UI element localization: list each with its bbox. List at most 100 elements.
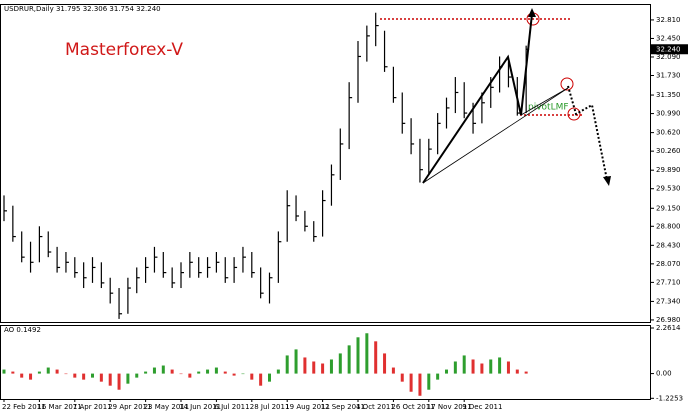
- ao-panel: [0, 325, 651, 400]
- y-tick-label: 32.090: [656, 53, 681, 61]
- y-tick-label: 27.710: [656, 278, 681, 286]
- ao-bar: [276, 369, 280, 374]
- x-tick-label: 12 Sep 2011: [321, 403, 365, 411]
- ao-bar: [374, 341, 378, 374]
- ao-bar: [445, 369, 448, 374]
- x-tick-label: 28 Jul 2011: [250, 403, 290, 411]
- y-tick-label: 26.980: [656, 316, 681, 324]
- ao-bar: [64, 373, 68, 375]
- y-tick-label: 28.800: [656, 222, 681, 230]
- ao-bar: [188, 373, 192, 378]
- x-tick-label: 9 Dec 2011: [462, 403, 502, 411]
- ao-bar: [152, 367, 156, 374]
- ao-bar: [480, 363, 484, 374]
- ao-bar: [91, 373, 94, 378]
- ao-bar: [294, 349, 298, 374]
- y-tick-label: 0.00: [656, 370, 672, 378]
- ao-bar: [223, 371, 227, 374]
- ao-bar: [73, 373, 77, 378]
- y-tick-label: 27.340: [656, 297, 681, 305]
- ao-bar: [117, 373, 121, 390]
- watermark: Masterforex-V: [65, 40, 183, 60]
- ao-bar: [418, 373, 422, 396]
- y-tick-label: 29.530: [656, 185, 681, 193]
- x-tick-label: 29 Apr 2011: [108, 403, 151, 411]
- x-tick-label: 4 Oct 2011: [356, 403, 395, 411]
- y-tick-label: 29.890: [656, 166, 681, 174]
- y-tick-label: -1.2253: [656, 394, 683, 402]
- ao-bar: [471, 359, 475, 374]
- ao-bar: [285, 355, 289, 374]
- main-panel: [0, 4, 651, 323]
- ao-bar: [161, 365, 165, 374]
- ao-bar: [250, 373, 254, 380]
- ao-bar: [268, 373, 271, 382]
- ao-bar: [135, 373, 139, 378]
- y-tick-label: 31.730: [656, 72, 681, 80]
- ao-bar: [383, 353, 387, 374]
- ao-bar: [506, 361, 510, 374]
- ao-bar: [400, 373, 404, 382]
- x-tick-label: 7 Apr 2011: [73, 403, 112, 411]
- ao-bar: [179, 373, 183, 375]
- ao-bar: [241, 373, 245, 375]
- ao-bar: [46, 367, 50, 374]
- ao-bar: [55, 369, 59, 374]
- x-tick-label: 17 Nov 2011: [427, 403, 472, 411]
- x-tick-label: 6 Jul 2011: [214, 403, 249, 411]
- ao-bar: [489, 359, 493, 374]
- ao-bar: [338, 353, 342, 374]
- y-tick-label: 32.450: [656, 34, 681, 42]
- price-box: [650, 44, 688, 55]
- chart-title: USDRUR,Daily 31.795 32.306 31.754 32.240: [4, 5, 161, 13]
- ao-bar: [197, 371, 201, 374]
- ao-bar: [436, 373, 440, 380]
- ao-bar: [365, 333, 369, 374]
- ao-bar: [29, 373, 33, 380]
- y-tick-label: 31.350: [656, 91, 681, 99]
- ao-bar: [214, 367, 218, 374]
- y-tick-label: 30.620: [656, 129, 681, 137]
- ao-bar: [259, 373, 263, 386]
- ao-bar: [232, 373, 236, 376]
- ao-bar: [356, 337, 360, 374]
- ao-bar: [303, 357, 307, 374]
- ao-bar: [108, 373, 112, 386]
- ao-bar: [206, 369, 210, 374]
- y-tick-label: 30.260: [656, 147, 681, 155]
- ao-bar: [312, 361, 316, 374]
- ao-bar: [453, 361, 457, 374]
- ao-bar: [2, 369, 6, 374]
- ao-bar: [126, 373, 130, 384]
- x-tick-label: 26 Oct 2011: [391, 403, 434, 411]
- ao-bar: [391, 367, 395, 374]
- y-tick-label: 32.810: [656, 16, 681, 24]
- y-tick-label: 2.2614: [656, 324, 681, 332]
- ao-bar: [170, 369, 174, 374]
- drawings: [380, 8, 611, 186]
- ao-bar: [37, 371, 41, 374]
- ao-bar: [11, 371, 15, 374]
- y-tick-label: 29.150: [656, 204, 681, 212]
- x-tick-label: 16 Mar 2011: [37, 403, 81, 411]
- x-tick-label: 19 Aug 2011: [285, 403, 330, 411]
- ao-bar: [144, 371, 148, 374]
- x-tick-label: 23 May 2011: [144, 403, 190, 411]
- ao-bar: [321, 363, 325, 374]
- x-tick-label: 22 Feb 2011: [2, 403, 46, 411]
- ao-bar: [329, 359, 333, 374]
- ao-bar: [20, 373, 24, 378]
- ao-bar: [524, 371, 528, 374]
- ao-bar: [462, 355, 466, 374]
- y-tick-label: 28.430: [656, 241, 681, 249]
- ao-bar: [82, 373, 86, 380]
- ao-bar: [427, 373, 431, 390]
- ao-bar: [498, 357, 502, 374]
- ao-bar: [99, 373, 103, 382]
- ao-bar: [347, 345, 351, 374]
- price-label: 32.240: [656, 45, 681, 53]
- ao-title: AO 0.1492: [4, 326, 41, 334]
- y-tick-label: 28.070: [656, 260, 681, 268]
- ao-bar: [409, 373, 413, 392]
